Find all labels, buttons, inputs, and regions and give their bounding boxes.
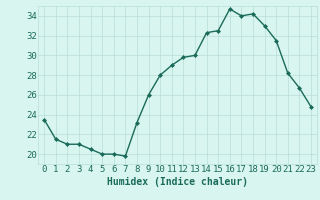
X-axis label: Humidex (Indice chaleur): Humidex (Indice chaleur): [107, 177, 248, 187]
